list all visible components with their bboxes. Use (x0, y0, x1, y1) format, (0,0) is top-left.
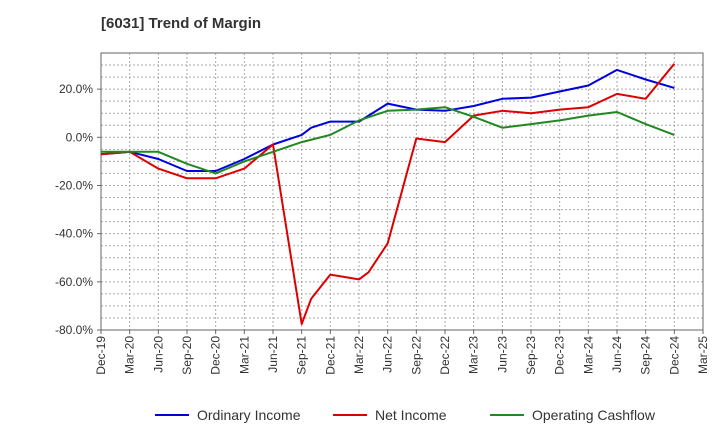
legend-item: Operating Cashflow (490, 403, 655, 427)
legend-swatch (333, 414, 367, 416)
x-tick-label: Jun-22 (381, 336, 395, 373)
x-tick-label: Mar-22 (352, 336, 366, 374)
operating-cashflow-line (101, 106, 675, 175)
x-tick-label: Dec-21 (323, 336, 337, 375)
y-tick-label: -60.0% (55, 275, 93, 289)
x-tick-label: Dec-23 (553, 336, 567, 375)
x-tick-label: Mar-20 (123, 336, 137, 374)
x-tick-label: Jun-21 (266, 336, 280, 373)
legend-label: Operating Cashflow (532, 407, 655, 423)
legend-swatch (155, 414, 189, 416)
legend: Ordinary Income Net Income Operating Cashf… (0, 403, 720, 427)
x-tick-label: Jun-23 (495, 336, 509, 373)
x-tick-label: Mar-23 (467, 336, 481, 374)
x-tick-label: Dec-24 (667, 336, 681, 375)
grid-lines (100, 52, 704, 330)
series-lines (100, 63, 676, 325)
ordinary-income-line (100, 68, 675, 172)
legend-label: Net Income (375, 407, 447, 423)
chart-title: [6031] Trend of Margin (101, 15, 262, 32)
x-tick-label: Sep-22 (409, 336, 423, 375)
x-tick-label: Mar-24 (581, 336, 595, 374)
legend-item: Ordinary Income (155, 403, 300, 427)
legend-label: Ordinary Income (197, 407, 301, 423)
x-tick-label: Dec-19 (94, 336, 108, 375)
y-tick-label: -40.0% (55, 227, 93, 241)
x-tick-label: Jun-20 (151, 336, 165, 373)
y-tick-label: -20.0% (55, 178, 93, 192)
x-tick-label: Mar-21 (237, 336, 251, 374)
y-tick-label: 20.0% (59, 82, 93, 96)
plot-border (100, 52, 704, 331)
x-tick-label: Sep-20 (180, 336, 194, 375)
y-tick-label: -80.0% (55, 323, 93, 337)
x-tick-label: Mar-25 (696, 336, 710, 374)
x-tick-label: Dec-22 (438, 336, 452, 375)
legend-item: Net Income (333, 403, 447, 427)
x-tick-label: Sep-24 (639, 336, 653, 375)
x-tick-label: Dec-20 (209, 336, 223, 375)
axes: 20.0% 0.0% -20.0% -40.0% -60.0% -80.0%Dec-19 M… (55, 52, 710, 375)
x-tick-label: Sep-23 (524, 336, 538, 375)
net-income-line (100, 63, 676, 325)
y-tick-label: 0.0% (66, 130, 94, 144)
x-tick-label: Jun-24 (610, 336, 624, 373)
x-tick-label: Sep-21 (295, 336, 309, 375)
legend-swatch (490, 414, 524, 416)
